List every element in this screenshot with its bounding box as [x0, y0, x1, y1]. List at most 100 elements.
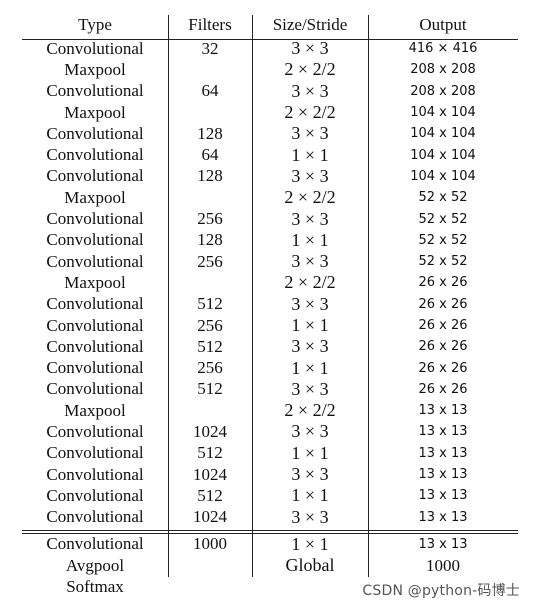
cell-filters: 512	[197, 443, 223, 463]
cell-filters: 256	[197, 315, 223, 335]
cell-output: 1000	[426, 555, 460, 575]
cell-size-stride: 2 × 2/2	[284, 400, 336, 421]
cell-type: Convolutional	[46, 38, 144, 58]
cell-filters: 512	[197, 379, 223, 399]
cell-filters: 256	[197, 251, 223, 271]
table-row: Convolutional 32 3 × 3 416 × 416	[22, 38, 518, 59]
table-row: Maxpool 2 × 2/2 104 x 104	[22, 102, 518, 123]
cell-output: 13 x 13	[418, 488, 468, 504]
table-header-row: Type Filters Size/Stride Output	[22, 12, 518, 38]
cell-filters: 128	[197, 230, 223, 250]
cell-type: Convolutional	[46, 507, 144, 527]
header-size-stride: Size/Stride	[272, 15, 348, 34]
cell-output: 52 x 52	[418, 254, 468, 270]
cell-filters: 1024	[193, 421, 227, 441]
header-type: Type	[78, 15, 112, 34]
cell-size-stride: 2 × 2/2	[284, 187, 336, 208]
table-row: Convolutional 1024 3 × 3 13 x 13	[22, 507, 518, 528]
cell-type: Convolutional	[46, 209, 144, 229]
cell-output: 26 x 26	[418, 296, 468, 312]
cell-size-stride: 3 × 3	[291, 506, 329, 527]
network-architecture-table: Type Filters Size/Stride Output Convolut…	[22, 12, 518, 598]
table-row: Convolutional 128 1 × 1 52 x 52	[22, 230, 518, 251]
cell-size-stride: 3 × 3	[291, 80, 329, 101]
header-output: Output	[419, 15, 467, 34]
cell-output: 208 x 208	[410, 62, 476, 78]
table-row: Convolutional 512 1 × 1 13 x 13	[22, 443, 518, 464]
cell-filters: 1000	[193, 534, 227, 554]
cell-type: Convolutional	[46, 379, 144, 399]
cell-size-stride: 3 × 3	[291, 378, 329, 399]
cell-output: 13 x 13	[418, 424, 468, 440]
cell-type: Convolutional	[46, 145, 144, 165]
cell-filters: 64	[201, 145, 219, 165]
cell-size-stride: 1 × 1	[291, 533, 329, 554]
cell-type: Convolutional	[46, 464, 144, 484]
cell-size-stride: 3 × 3	[291, 208, 329, 229]
cell-output: 26 x 26	[418, 381, 468, 397]
main-rows: Convolutional 32 3 × 3 416 × 416 Maxpool 2 × …	[22, 38, 518, 528]
cell-type: Convolutional	[46, 294, 144, 314]
table-row: Convolutional 64 1 × 1 104 x 104	[22, 144, 518, 165]
cell-filters: 1024	[193, 507, 227, 527]
cell-size-stride: 3 × 3	[291, 38, 329, 59]
cell-filters	[168, 187, 252, 208]
table-row: Convolutional 512 1 × 1 13 x 13	[22, 485, 518, 506]
cell-type: Convolutional	[46, 485, 144, 505]
cell-size-stride: 1 × 1	[291, 442, 329, 463]
cell-type: Avgpool	[65, 555, 125, 575]
cell-type: Convolutional	[46, 230, 144, 250]
cell-filters: 512	[197, 336, 223, 356]
cell-type: Maxpool	[64, 400, 126, 420]
cell-filters	[168, 555, 252, 576]
cell-output: 26 x 26	[418, 360, 468, 376]
cell-size-stride: 3 × 3	[291, 165, 329, 186]
cell-type: Maxpool	[64, 187, 126, 207]
cell-type: Convolutional	[46, 166, 144, 186]
table-row: Convolutional 128 3 × 3 104 x 104	[22, 123, 518, 144]
cell-filters: 1024	[193, 464, 227, 484]
cell-type: Softmax	[66, 577, 124, 597]
header-filters: Filters	[188, 15, 232, 34]
table-row: Maxpool 2 × 2/2 208 x 208	[22, 59, 518, 80]
cell-size-stride: 2 × 2/2	[284, 102, 336, 123]
cell-filters: 64	[201, 81, 219, 101]
cell-size-stride: 1 × 1	[291, 485, 329, 506]
table-row: Convolutional 64 3 × 3 208 x 208	[22, 81, 518, 102]
cell-output: 104 x 104	[410, 168, 476, 184]
cell-size-stride: Global	[285, 555, 335, 576]
cell-size-stride: 3 × 3	[291, 123, 329, 144]
cell-size-stride: 3 × 3	[291, 293, 329, 314]
column-divider-1	[168, 15, 169, 577]
cell-type: Convolutional	[46, 358, 144, 378]
table-row: Convolutional 256 1 × 1 26 x 26	[22, 357, 518, 378]
table-row: Convolutional 512 3 × 3 26 x 26	[22, 379, 518, 400]
cell-type: Convolutional	[46, 315, 144, 335]
table-row: Convolutional 512 3 × 3 26 x 26	[22, 294, 518, 315]
table-row: Convolutional 1024 3 × 3 13 x 13	[22, 421, 518, 442]
table-row: Convolutional 1024 3 × 3 13 x 13	[22, 464, 518, 485]
cell-filters	[168, 102, 252, 123]
cell-size-stride: 3 × 3	[291, 421, 329, 442]
table-row: Maxpool 2 × 2/2 26 x 26	[22, 272, 518, 293]
cell-filters: 32	[201, 38, 219, 58]
cell-output: 13 x 13	[418, 467, 468, 483]
cell-output: 13 x 13	[418, 445, 468, 461]
cell-output: 13 x 13	[418, 403, 468, 419]
cell-filters: 256	[197, 358, 223, 378]
cell-filters: 512	[197, 294, 223, 314]
cell-type: Convolutional	[46, 123, 144, 143]
cell-output: 26 x 26	[418, 318, 468, 333]
cell-output: 13 x 13	[418, 536, 468, 552]
cell-output: 52 x 52	[418, 190, 468, 206]
cell-filters: 512	[197, 485, 223, 505]
cell-output: 26 x 26	[418, 275, 468, 291]
cell-type: Maxpool	[64, 272, 126, 292]
cell-output: 52 x 52	[418, 211, 468, 227]
cell-type: Convolutional	[46, 336, 144, 356]
table-row: Maxpool 2 × 2/2 13 x 13	[22, 400, 518, 421]
cell-type: Maxpool	[64, 59, 126, 79]
cell-type: Maxpool	[64, 102, 126, 122]
cell-filters	[168, 272, 252, 293]
table-row: Convolutional 128 3 × 3 104 x 104	[22, 166, 518, 187]
